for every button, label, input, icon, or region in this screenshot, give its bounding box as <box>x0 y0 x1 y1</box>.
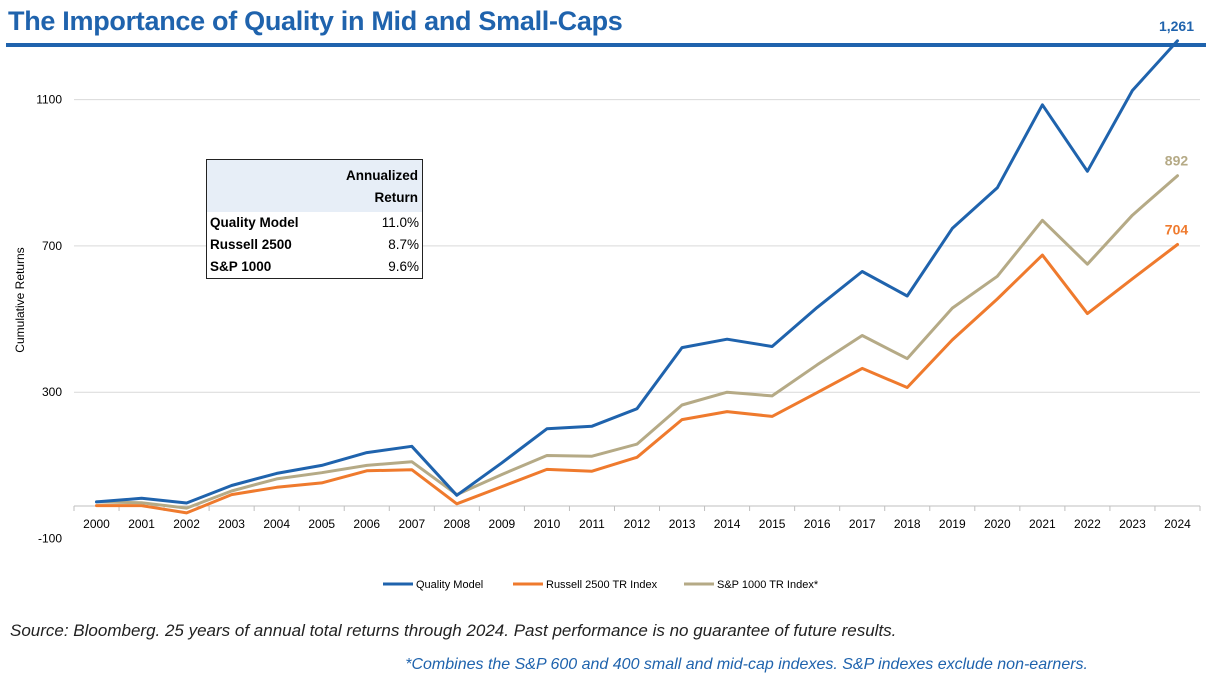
x-tick-label: 2014 <box>714 517 741 531</box>
x-tick-label: 2007 <box>398 517 425 531</box>
x-tick-label: 2021 <box>1029 517 1056 531</box>
chart-title: The Importance of Quality in Mid and Sma… <box>8 6 623 36</box>
x-tick-label: 2003 <box>218 517 245 531</box>
x-tick-label: 2020 <box>984 517 1011 531</box>
footnote: *Combines the S&P 600 and 400 small and … <box>405 656 1088 673</box>
x-tick-label: 2005 <box>308 517 335 531</box>
end-value-labels: 1,261 704 892 <box>1159 18 1194 238</box>
y-tick-label: 1100 <box>36 93 62 107</box>
x-tick-label: 2017 <box>849 517 876 531</box>
table-row: Quality Model 11.0% <box>207 212 422 234</box>
x-tick-label: 2012 <box>624 517 651 531</box>
legend-label: S&P 1000 TR Index* <box>717 579 819 591</box>
x-tick-label: 2006 <box>353 517 380 531</box>
table-row: Russell 2500 8.7% <box>207 234 422 256</box>
y-tick-labels: -100 300 700 1100 <box>36 93 62 546</box>
y-tick-label: 700 <box>42 239 62 253</box>
table-header: Annualized Return <box>207 160 422 212</box>
x-tick-label: 2008 <box>443 517 470 531</box>
x-tick-label: 2000 <box>83 517 110 531</box>
header-line-1: Annualized <box>345 168 418 183</box>
x-tick-label: 2023 <box>1119 517 1146 531</box>
x-tick-label: 2013 <box>669 517 696 531</box>
x-tick-label: 2004 <box>263 517 290 531</box>
series-line <box>95 174 1179 510</box>
x-tick-label: 2022 <box>1074 517 1101 531</box>
annualized-return-table: Annualized Return Quality Model 11.0% Ru… <box>206 159 423 279</box>
series-line <box>95 39 1179 505</box>
end-value-label: 892 <box>1165 153 1189 169</box>
title-underline <box>6 43 1206 47</box>
y-axis-label: Cumulative Returns <box>13 247 27 352</box>
x-tick-label: 2001 <box>128 517 155 531</box>
x-tick-label: 2018 <box>894 517 921 531</box>
x-tick-label: 2016 <box>804 517 831 531</box>
end-value-label: 1,261 <box>1159 18 1194 34</box>
y-tick-label: 300 <box>42 385 62 399</box>
row-value: 11.0% <box>381 215 419 230</box>
end-value-label: 704 <box>1165 221 1189 237</box>
legend-label: Russell 2500 TR Index <box>546 579 658 591</box>
x-tick-label: 2009 <box>489 517 516 531</box>
x-tick-label: 2002 <box>173 517 200 531</box>
row-label: S&P 1000 <box>210 259 272 274</box>
legend-label: Quality Model <box>416 579 483 591</box>
x-axis: 2000 2001 2002 2003 2004 2005 2006 2007 2008 2009… <box>73 505 1201 531</box>
y-tick-label: -100 <box>38 532 62 546</box>
x-tick-label: 2024 <box>1164 517 1191 531</box>
row-value: 8.7% <box>388 237 419 252</box>
row-label: Russell 2500 <box>210 237 292 252</box>
x-tick-label: 2015 <box>759 517 786 531</box>
row-value: 9.6% <box>388 259 419 274</box>
source-note: Source: Bloomberg. 25 years of annual to… <box>10 621 897 640</box>
legend: Quality Model Russell 2500 TR Index S&P 10… <box>383 579 819 591</box>
series-lines <box>95 39 1179 515</box>
x-tick-label: 2011 <box>579 517 605 531</box>
x-tick-label: 2019 <box>939 517 966 531</box>
header-line-2: Return <box>374 190 419 205</box>
series-line <box>95 243 1179 515</box>
x-tick-label: 2010 <box>534 517 561 531</box>
row-label: Quality Model <box>210 215 299 230</box>
table-row: S&P 1000 9.6% <box>207 256 422 278</box>
